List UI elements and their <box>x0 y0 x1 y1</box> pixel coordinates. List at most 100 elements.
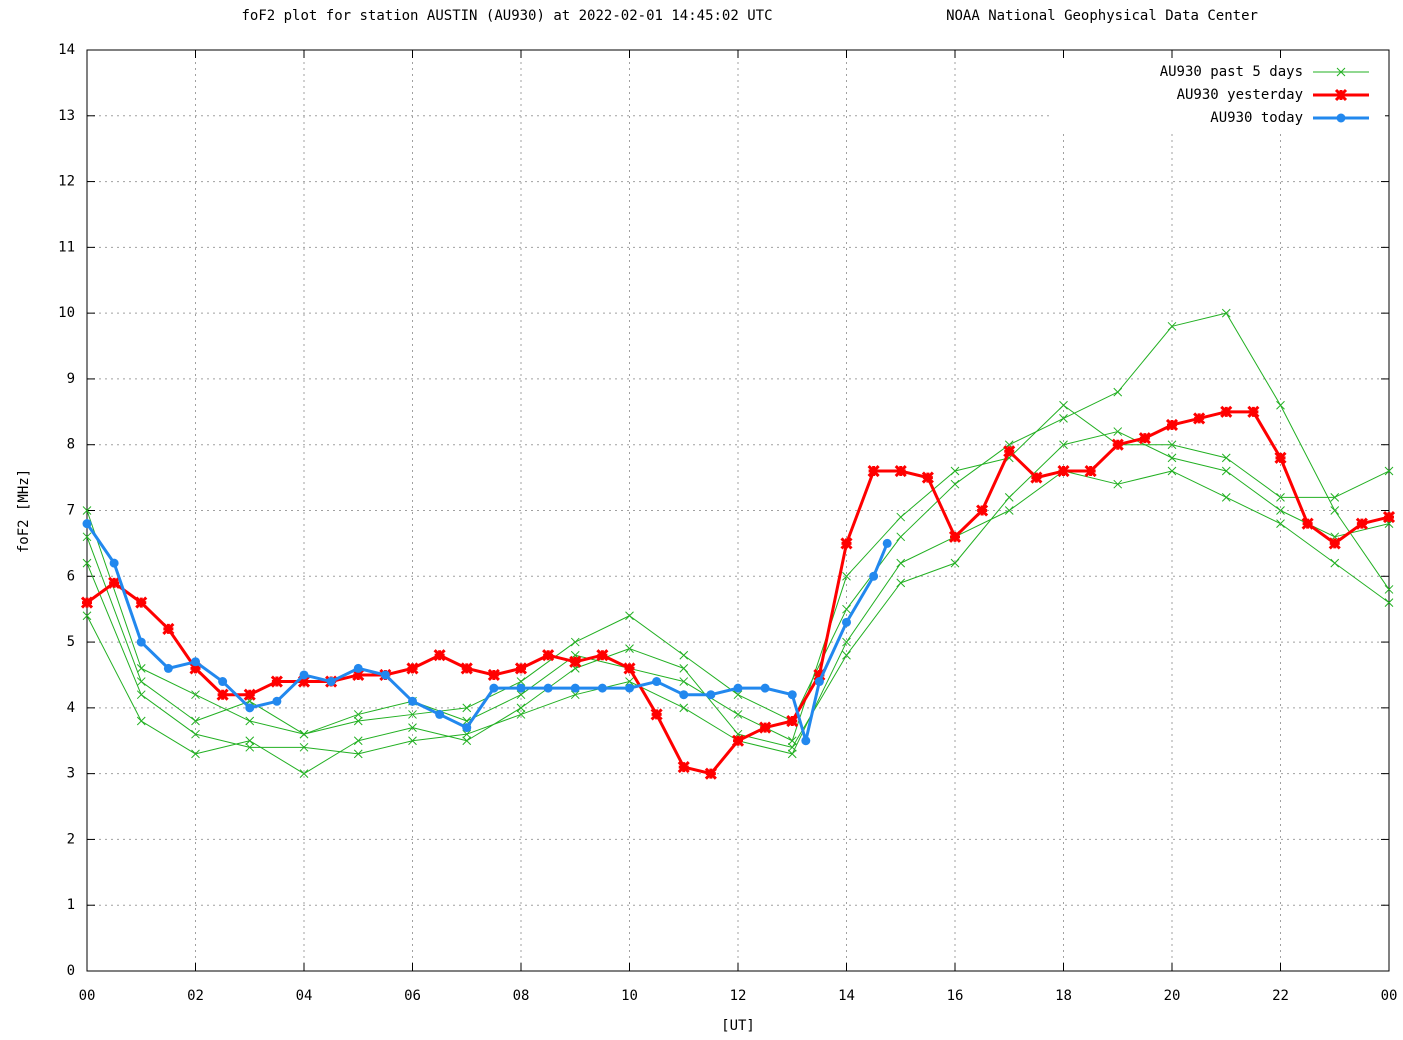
point <box>543 683 553 693</box>
point <box>82 506 92 515</box>
point <box>679 650 689 660</box>
point <box>1330 492 1340 502</box>
point <box>516 710 526 719</box>
y-tick-label: 0 <box>67 963 75 979</box>
point <box>731 734 745 747</box>
point <box>1328 537 1341 550</box>
point <box>353 749 363 759</box>
y-tick-label: 7 <box>67 503 75 519</box>
point <box>894 464 907 478</box>
point <box>189 662 202 675</box>
point <box>516 690 526 700</box>
point <box>1167 321 1177 331</box>
point <box>842 604 851 614</box>
point <box>109 558 119 568</box>
point <box>1111 438 1124 451</box>
point <box>243 688 256 701</box>
point <box>1355 517 1368 530</box>
point <box>516 677 526 686</box>
point <box>842 571 851 581</box>
x-tick-label: 22 <box>1272 988 1289 1004</box>
point <box>245 736 255 746</box>
point <box>679 690 689 700</box>
point <box>1330 506 1340 515</box>
legend-marker <box>1336 67 1346 77</box>
y-tick-label: 1 <box>67 897 75 913</box>
y-tick-label: 6 <box>67 568 75 584</box>
point <box>896 578 906 588</box>
point <box>679 664 689 673</box>
point <box>896 512 906 522</box>
point <box>570 683 580 693</box>
x-tick-label: 18 <box>1055 988 1072 1004</box>
point <box>1004 492 1014 502</box>
point <box>352 668 365 682</box>
point <box>677 761 690 774</box>
point <box>1167 466 1177 476</box>
point <box>840 537 853 550</box>
point <box>842 637 851 647</box>
point <box>435 709 445 719</box>
point <box>82 611 92 621</box>
point <box>1384 466 1394 476</box>
point <box>1276 519 1285 529</box>
point <box>191 657 200 667</box>
point <box>650 708 663 721</box>
point <box>108 576 121 589</box>
point <box>514 662 528 675</box>
point <box>136 637 146 647</box>
point <box>82 532 92 542</box>
point <box>299 742 309 752</box>
point <box>570 690 580 700</box>
point <box>787 749 797 759</box>
point <box>1274 451 1287 464</box>
point <box>191 729 200 739</box>
point <box>867 464 880 478</box>
point <box>842 650 851 660</box>
point <box>1113 479 1123 489</box>
point <box>408 696 417 706</box>
point <box>948 530 962 543</box>
series-line <box>86 312 1390 735</box>
point <box>950 466 960 476</box>
point <box>135 596 148 609</box>
series-line <box>85 522 889 743</box>
point <box>191 716 200 726</box>
point <box>136 690 146 700</box>
point <box>679 677 689 686</box>
series-line <box>86 410 1390 776</box>
x-axis-label: [UT] <box>721 1018 755 1034</box>
point <box>1221 308 1231 318</box>
point <box>162 622 175 635</box>
x-tick-label: 16 <box>947 988 964 1004</box>
point <box>516 683 526 693</box>
y-tick-label: 4 <box>67 700 75 716</box>
point <box>882 538 892 548</box>
point <box>245 716 255 726</box>
point <box>1138 432 1151 445</box>
point <box>1301 517 1314 530</box>
point <box>733 683 743 693</box>
point <box>842 617 851 627</box>
point <box>270 675 283 688</box>
point <box>786 714 799 728</box>
point <box>569 655 582 668</box>
point <box>163 663 173 673</box>
point <box>1059 414 1068 423</box>
y-tick-label: 5 <box>67 634 75 650</box>
point <box>896 532 906 542</box>
point <box>380 670 390 680</box>
point <box>408 736 417 746</box>
point <box>596 649 609 662</box>
point <box>462 723 472 733</box>
point <box>216 688 229 701</box>
point <box>787 742 797 752</box>
point <box>1276 492 1285 502</box>
point <box>950 558 960 568</box>
y-axis-label: foF2 [MHz] <box>16 469 32 553</box>
chart-subtitle: NOAA National Geophysical Data Center <box>946 8 1258 24</box>
point <box>218 677 228 687</box>
point <box>462 703 472 713</box>
point <box>136 664 146 673</box>
